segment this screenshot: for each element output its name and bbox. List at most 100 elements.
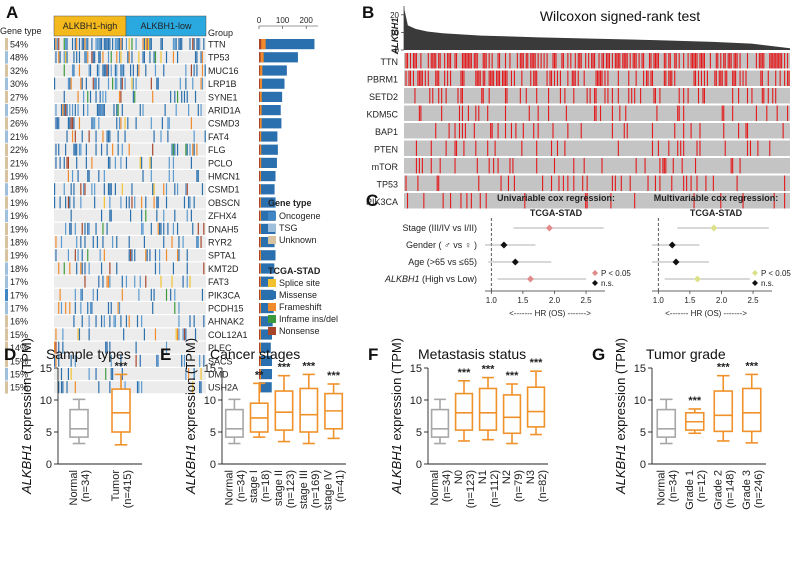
- gene-name: FLG: [208, 145, 226, 155]
- b-mutation-mark: [632, 53, 634, 69]
- mutation-cell: [84, 38, 86, 50]
- b-mutation-mark: [447, 53, 449, 69]
- mutation-cell: [128, 143, 130, 156]
- gene-percent: 19%: [10, 251, 28, 261]
- mutation-cell: [123, 328, 125, 341]
- b-mutation-mark: [595, 88, 597, 104]
- mutation-cell: [200, 51, 202, 64]
- b-mutation-mark: [475, 70, 477, 86]
- low-group-label: ALKBH1-low: [140, 21, 192, 31]
- b-mutation-mark: [552, 53, 554, 69]
- box-ylabel: ALKBH1 expression (TPM): [389, 338, 404, 495]
- uni-xlabel: <------- HR (OS) ------->: [509, 309, 591, 318]
- mutation-cell: [186, 143, 188, 156]
- panel-c: C Univariable cox regression: TCGA-STAD …: [366, 191, 791, 318]
- b-mutation-mark: [742, 193, 744, 209]
- mutation-cell: [109, 130, 111, 143]
- b-mutation-mark: [533, 123, 535, 139]
- gene-type-marker: [5, 156, 8, 170]
- mutation-cell: [114, 64, 116, 77]
- mutation-cell: [178, 38, 180, 50]
- mutation-cell: [116, 38, 118, 50]
- mutation-cell: [88, 315, 90, 328]
- mutation-cell: [80, 302, 82, 314]
- b-mutation-mark: [444, 53, 446, 69]
- b-mutation-mark: [504, 53, 507, 69]
- b-mutation-mark: [488, 53, 490, 69]
- freq-bar-segment: [259, 52, 261, 63]
- mutation-cell: [131, 77, 133, 90]
- mutation-cell: [116, 51, 118, 64]
- b-mutation-mark: [567, 123, 569, 139]
- box-ytick-label: 10: [634, 395, 646, 407]
- mutation-cell: [199, 381, 201, 394]
- b-mutation-mark: [552, 123, 554, 139]
- mutation-cell: [150, 77, 152, 90]
- box-iqr: [526, 386, 546, 428]
- b-mutation-mark: [763, 88, 765, 104]
- mutation-cell: [142, 170, 144, 182]
- multi-xlabel: <------- HR (OS) ------->: [665, 309, 747, 318]
- mutation-cell: [138, 64, 140, 77]
- b-mutation-mark: [617, 140, 619, 156]
- gene-percent: 48%: [10, 53, 28, 63]
- b-mutation-mark: [467, 105, 469, 121]
- mutation-cell: [103, 170, 105, 182]
- mutation-cell: [172, 143, 175, 156]
- b-mutation-mark: [599, 105, 602, 121]
- mutation-cell: [83, 104, 85, 116]
- b-mutation-mark: [467, 53, 469, 69]
- mutation-cell: [63, 262, 65, 275]
- gene-percent: 15%: [10, 383, 28, 393]
- b-mutation-mark: [723, 53, 725, 69]
- b-mutation-mark: [450, 70, 452, 86]
- mutation-cell: [135, 38, 137, 50]
- mutation-cell: [71, 117, 74, 130]
- mutation-cell: [110, 183, 112, 196]
- mutation-cell: [102, 275, 104, 288]
- b-mutation-mark: [726, 70, 728, 86]
- mutation-cell: [190, 209, 192, 222]
- uni-legend-sig: P < 0.05: [601, 269, 631, 278]
- b-mutation-mark: [564, 140, 566, 156]
- mutation-cell: [117, 104, 119, 116]
- b-mutation-mark: [448, 53, 450, 69]
- b-mutation-mark: [735, 53, 737, 69]
- freq-bar: [259, 39, 315, 50]
- b-mutation-mark: [645, 70, 648, 86]
- mutation-cell: [80, 183, 82, 196]
- mutation-cell: [107, 130, 110, 143]
- b-mutation-mark: [507, 175, 510, 191]
- b-mutation-mark: [454, 53, 456, 69]
- mutation-cell: [147, 38, 150, 50]
- mutation-cell: [203, 222, 205, 235]
- b-mutation-mark: [458, 123, 461, 139]
- gene-type-marker: [5, 104, 8, 117]
- b-mutation-mark: [625, 105, 627, 121]
- b-mutation-mark: [550, 175, 553, 191]
- freq-bar-segment: [259, 303, 260, 314]
- b-mutation-mark: [475, 53, 477, 69]
- b-mutation-mark: [617, 88, 619, 104]
- mutation-cell: [120, 117, 122, 130]
- mutation-cell: [145, 38, 147, 50]
- box-iqr: [299, 387, 319, 433]
- b-mutation-mark: [491, 123, 493, 139]
- b-mutation-mark: [417, 70, 419, 86]
- mutation-cell: [66, 38, 68, 50]
- b-gene-row: [404, 175, 790, 191]
- b-mutation-mark: [763, 53, 765, 69]
- freq-bar: [259, 303, 274, 314]
- mutation-cell: [124, 77, 126, 90]
- b-mutation-mark: [573, 175, 575, 191]
- box-group-label: N1: [477, 470, 489, 484]
- b-mutation-mark: [635, 70, 637, 86]
- mutation-cell: [58, 302, 60, 314]
- b-mutation-mark: [405, 70, 407, 86]
- b-mutation-mark: [421, 70, 423, 86]
- mutation-cell: [139, 104, 141, 116]
- b-mutation-mark: [643, 70, 645, 86]
- mutation-cell: [55, 104, 57, 116]
- mutation-cell: [183, 354, 186, 367]
